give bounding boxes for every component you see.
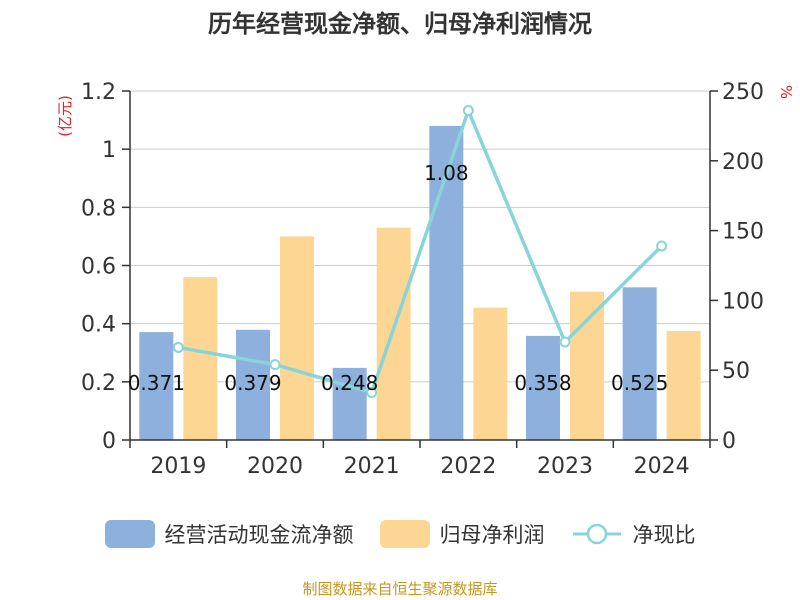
legend-line-marker-icon bbox=[572, 523, 621, 545]
data-label-cash-flow: 0.371 bbox=[128, 371, 185, 395]
x-axis-tick-label: 2023 bbox=[537, 454, 593, 479]
legend-swatch-net-profit bbox=[379, 520, 430, 548]
line-layer bbox=[172, 105, 668, 399]
bar-net-profit bbox=[473, 307, 508, 440]
right-axis-tick-label: 200 bbox=[722, 150, 764, 175]
right-axis-tick-label: 250 bbox=[722, 80, 764, 105]
x-axis-tick-label: 2024 bbox=[634, 454, 690, 479]
point-ratio bbox=[366, 387, 378, 399]
legend-item-net-profit[interactable]: 归母净利润 bbox=[379, 519, 545, 549]
bar-net-profit bbox=[183, 277, 218, 440]
bar-cash-flow bbox=[332, 367, 367, 440]
left-axis-tick-label: 0.4 bbox=[81, 313, 116, 338]
data-label-cash-flow: 0.248 bbox=[321, 371, 378, 395]
data-label-cash-flow: 0.379 bbox=[224, 371, 281, 395]
series-line-ratio bbox=[178, 108, 663, 395]
x-axis-tick-label: 2020 bbox=[247, 454, 303, 479]
bar-net-profit bbox=[666, 330, 701, 440]
legend-item-ratio[interactable]: 净现比 bbox=[571, 519, 696, 549]
right-axis-tick-label: 0 bbox=[722, 429, 736, 454]
legend-swatch-cash-flow bbox=[104, 520, 155, 548]
left-axis-tick-label: 1.2 bbox=[81, 80, 116, 105]
point-ratio bbox=[559, 336, 571, 348]
bar-net-profit bbox=[570, 291, 604, 440]
left-axis-tick-label: 0 bbox=[102, 429, 116, 454]
grid-layer bbox=[130, 90, 710, 383]
point-ratio bbox=[269, 359, 281, 371]
bar-cash-flow bbox=[622, 287, 657, 440]
data-label-cash-flow: 1.08 bbox=[424, 161, 469, 185]
left-axis-tick-label: 0.6 bbox=[81, 255, 116, 280]
left-axis-tick-label: 0.8 bbox=[81, 196, 116, 221]
bar-cash-flow bbox=[236, 329, 270, 440]
x-axis-tick-label: 2021 bbox=[344, 454, 400, 479]
point-ratio bbox=[172, 341, 184, 353]
bars-layer bbox=[139, 125, 701, 441]
point-ratio bbox=[656, 240, 668, 252]
left-axis-tick-label: 0.2 bbox=[81, 371, 116, 396]
bar-net-profit bbox=[280, 236, 314, 440]
source-note: 制图数据来自恒生聚源数据库 bbox=[302, 580, 498, 598]
legend-label-net-profit: 归母净利润 bbox=[439, 523, 545, 547]
data-labels-layer: 0.371 0.379 0.248 1.08 0.358 0.525 bbox=[128, 161, 669, 395]
legend-item-cash-flow[interactable]: 经营活动现金流净额 bbox=[104, 519, 354, 549]
data-label-cash-flow: 0.358 bbox=[514, 371, 571, 395]
legend-label-cash-flow: 经营活动现金流净额 bbox=[164, 523, 354, 547]
chart-title: 历年经营现金净额、归母净利润情况 bbox=[208, 10, 592, 38]
data-label-cash-flow: 0.525 bbox=[611, 371, 668, 395]
bar-net-profit bbox=[376, 227, 411, 440]
legend: 经营活动现金流净额 归母净利润 净现比 bbox=[0, 513, 800, 555]
x-axis-tick-label: 2019 bbox=[150, 454, 206, 479]
right-axis-tick-label: 100 bbox=[722, 289, 764, 314]
bar-cash-flow bbox=[139, 332, 174, 440]
point-ratio bbox=[462, 105, 474, 117]
x-axis-tick-label: 2022 bbox=[440, 454, 496, 479]
right-axis-tick-label: 150 bbox=[722, 220, 764, 245]
right-axis-tick-label: 50 bbox=[722, 359, 750, 384]
bar-cash-flow bbox=[526, 335, 560, 440]
legend-label-ratio: 净现比 bbox=[632, 523, 696, 547]
left-axis-tick-label: 1 bbox=[102, 138, 116, 163]
axes-layer: 0 0.2 0.4 0.6 0.8 1 1.2 0 50 100 150 200 250 2019 2020… bbox=[81, 80, 764, 479]
